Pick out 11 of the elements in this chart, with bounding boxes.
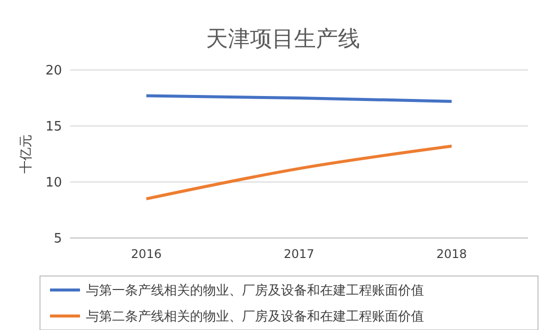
y-tick-label: 10 — [45, 176, 62, 191]
y-tick-label: 15 — [45, 120, 62, 135]
legend-label: 与第一条产线相关的物业、厂房及设备和在建工程账面价值 — [86, 282, 424, 299]
x-tick-label: 2017 — [284, 247, 314, 261]
legend-label: 与第二条产线相关的物业、厂房及设备和在建工程账面价值 — [86, 308, 424, 325]
x-tick-label: 2016 — [131, 247, 162, 261]
y-axis-title: 十亿元 — [19, 134, 34, 174]
y-tick-label: 20 — [45, 64, 62, 79]
y-tick-label: 5 — [54, 232, 62, 247]
chart-title: 天津项目生产线 — [206, 27, 360, 52]
x-tick-label: 2018 — [436, 247, 467, 261]
